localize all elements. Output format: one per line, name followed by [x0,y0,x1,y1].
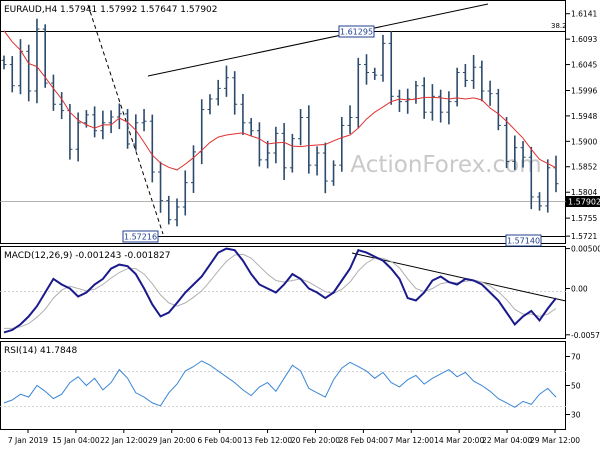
annotation-low-jan-label: 1.57216 [124,233,157,242]
y-tick-label: 0.00 [571,285,588,294]
x-tick-label: 13 Feb 12:00 [243,436,292,445]
y-tick-label: 30 [571,411,581,420]
annotation-high-label: 1.61295 [340,28,373,37]
y-tick-label: 1.6045 [571,61,597,70]
upper-trendline [147,3,489,77]
macd-line [3,247,557,334]
y-tick-label: 1.5900 [571,137,597,146]
x-tick-label: 22 Jan 12:00 [100,436,148,445]
y-tick-label: 1.5948 [571,112,597,121]
y-tick-label: 70 [571,353,581,362]
current-price-label: 1.57902 [568,198,600,207]
macd-signal-line [4,253,557,329]
x-tick-label: 6 Feb 04:00 [197,436,242,445]
y-tick-label: 1.5755 [571,214,597,223]
x-tick-label: 14 Mar 20:00 [434,436,484,445]
x-tick-label: 28 Feb 04:00 [339,436,388,445]
price-pane [0,0,566,244]
x-tick-label: 7 Mar 12:00 [389,436,435,445]
macd-pane [0,246,566,339]
annotation-low-mar: 1.57140 [505,234,542,247]
rsi-pane [0,341,566,430]
y-tick-label: 0.005002 [571,245,600,254]
x-tick-label: 29 Mar 12:00 [530,436,580,445]
x-tick-label: 7 Jan 2019 [8,436,48,445]
y-tick-label: 1.6093 [571,35,597,44]
x-axis: 7 Jan 2019 15 Jan 04:00 22 Jan 12:00 29 Jan… [8,429,580,445]
y-tick-label: 1.5852 [571,163,597,172]
x-tick-label: 15 Jan 04:00 [52,436,100,445]
annotation-high: 1.61295 [338,25,375,38]
y-tick-label: 1.5996 [571,86,597,95]
x-tick-label: 20 Feb 20:00 [291,436,340,445]
price-y-axis: 1.6141 1.6093 1.6045 1.5996 1.5948 1.5900 1.58… [566,10,597,241]
current-price-tag: 1.57902 [566,196,600,207]
x-tick-label: 29 Jan 20:00 [148,436,196,445]
y-tick-label: 1.5721 [571,232,597,241]
annotation-low-jan: 1.57216 [122,230,159,243]
fib-label: 38.2 [551,22,567,30]
macd-trendline [351,252,567,302]
y-tick-label: -0.005798 [571,331,600,340]
dashed-trendline [87,4,164,235]
ma-line [3,30,557,171]
macd-pane-title: MACD(12,26,9) -0.001243 -0.001827 [4,251,170,261]
annotation-low-mar-label: 1.57140 [507,237,540,246]
y-tick-label: 50 [571,382,581,391]
rsi-y-axis: 70 50 30 [566,353,581,420]
macd-y-axis: 0.005002 0.00 -0.005798 [566,245,600,340]
y-tick-label: 1.5804 [571,188,597,197]
x-tick-label: 22 Mar 04:00 [482,436,532,445]
watermark: ActionForex.com [350,152,541,178]
rsi-pane-title: RSI(14) 41.7848 [4,346,77,356]
rsi-line [3,360,557,408]
price-pane-title: EURAUD,H4 1.57941 1.57992 1.57647 1.5790… [4,5,218,15]
y-tick-label: 1.6141 [571,10,597,19]
